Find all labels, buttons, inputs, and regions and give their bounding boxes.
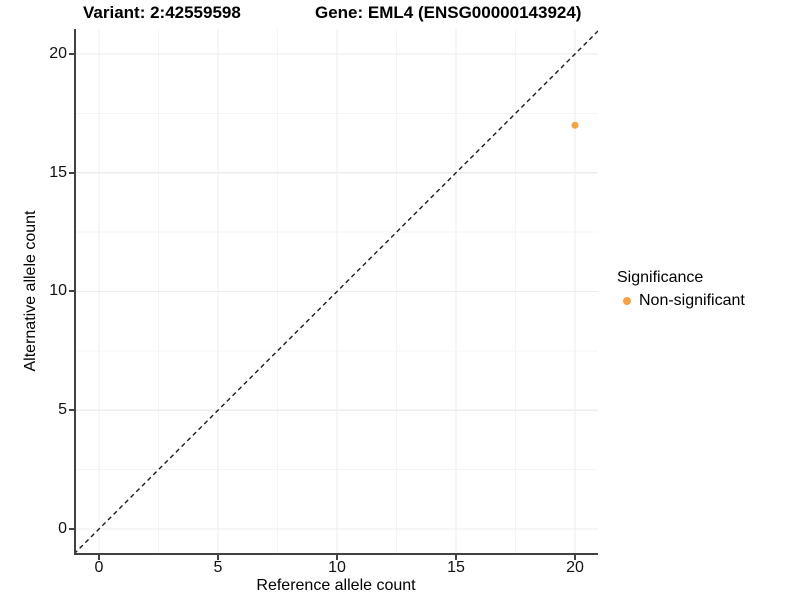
x-tick-mark: [98, 555, 100, 560]
legend-title: Significance: [617, 269, 704, 286]
legend-item-label: Non-significant: [639, 292, 745, 309]
y-tick-mark: [69, 528, 74, 530]
plot-panel: [74, 29, 598, 555]
x-tick-label: 20: [566, 559, 584, 576]
y-tick-label: 5: [58, 401, 67, 418]
y-tick-label: 20: [49, 45, 67, 62]
x-tick-label: 5: [213, 559, 223, 576]
x-tick-mark: [336, 555, 338, 560]
data-point: [571, 121, 579, 129]
scatter-plot-canvas: [76, 29, 598, 553]
y-tick-label: 10: [49, 282, 67, 299]
x-tick-mark: [574, 555, 576, 560]
legend-point-icon: [623, 297, 631, 305]
x-tick-label: 10: [328, 559, 346, 576]
x-tick-label: 15: [447, 559, 465, 576]
y-tick-mark: [69, 172, 74, 174]
gene-title: Gene: EML4 (ENSG00000143924): [315, 3, 582, 22]
legend-item-non-significant: Non-significant: [617, 291, 745, 310]
y-tick-mark: [69, 409, 74, 411]
y-tick-mark: [69, 53, 74, 55]
identity-reference-line: [76, 30, 598, 553]
legend: Significance Non-significant: [617, 268, 745, 310]
x-tick-mark: [217, 555, 219, 560]
y-tick-label: 0: [58, 520, 67, 537]
y-tick-mark: [69, 290, 74, 292]
x-tick-mark: [455, 555, 457, 560]
x-tick-label: 0: [94, 559, 104, 576]
x-axis-title: Reference allele count: [256, 577, 416, 594]
y-axis-title: Alternative allele count: [22, 210, 39, 372]
variant-title: Variant: 2:42559598: [83, 3, 241, 22]
y-tick-label: 15: [49, 164, 67, 181]
